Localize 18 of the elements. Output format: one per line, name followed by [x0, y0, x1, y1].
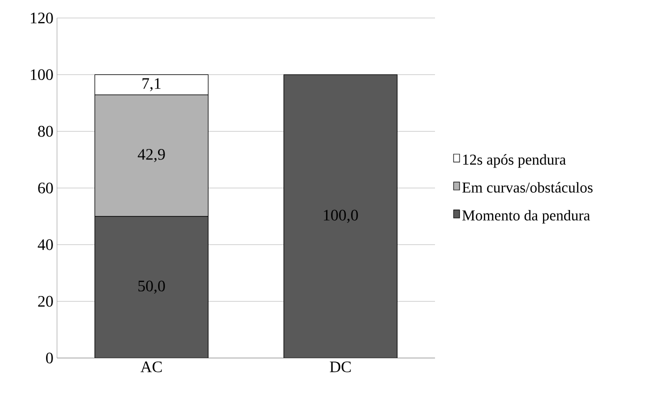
y-tick-label: 100 — [30, 69, 53, 80]
y-tick-label: 120 — [30, 12, 53, 24]
data-label: 42,9 — [138, 149, 165, 162]
y-tick-label: 60 — [38, 182, 53, 194]
y-tick-label: 20 — [38, 296, 53, 307]
data-label: 100,0 — [324, 210, 358, 223]
legend-label: Em curvas/obstáculos — [462, 182, 593, 193]
bar — [94, 216, 209, 358]
data-label: 50,0 — [138, 280, 165, 294]
x-tick-label: DC — [330, 362, 351, 372]
legend-label: Momento da pendura — [462, 210, 590, 224]
y-tick-label: 0 — [46, 352, 53, 364]
y-tick-label: 40 — [38, 239, 53, 250]
legend-label: 12s após pendura — [463, 154, 566, 168]
x-tick-label: AC — [140, 362, 162, 372]
y-tick-label: 80 — [38, 126, 53, 137]
bar — [284, 74, 398, 358]
data-label: 7,1 — [142, 78, 161, 92]
